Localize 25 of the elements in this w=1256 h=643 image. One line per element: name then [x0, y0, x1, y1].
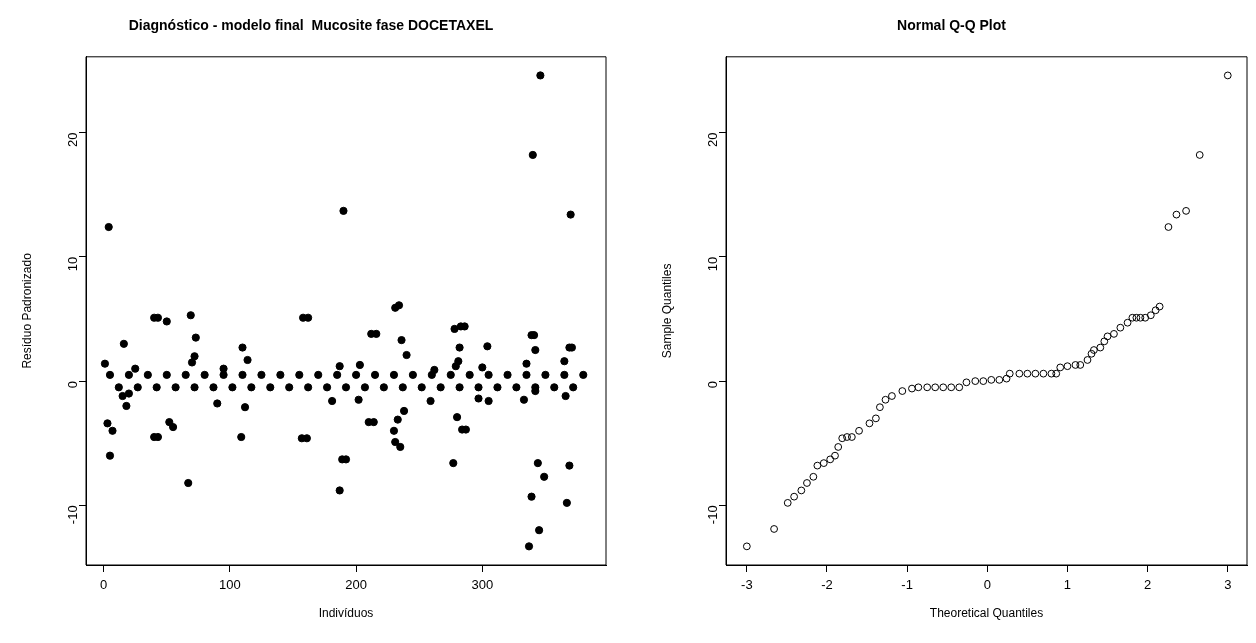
x-tick-label: -3 [741, 577, 753, 593]
y-axis-title: Sample Quantiles [659, 263, 674, 359]
x-axis-title: Indivíduos [318, 606, 374, 621]
y-tick-label: 20 [704, 132, 720, 148]
x-axis-title: Theoretical Quantiles [929, 606, 1044, 621]
x-tick-label: 2 [1143, 577, 1152, 593]
x-tick-label: -2 [821, 577, 833, 593]
x-tick-label: 1 [1063, 577, 1072, 593]
x-tick-label: 200 [345, 577, 367, 593]
y-tick-label: -10 [704, 505, 720, 525]
chart-title: Normal Q-Q Plot [897, 17, 1007, 34]
y-tick-label: 10 [64, 256, 80, 272]
x-tick-label: 100 [219, 577, 241, 593]
x-tick-label: -1 [901, 577, 913, 593]
x-tick-label: 0 [983, 577, 991, 593]
y-tick-label: 0 [64, 381, 80, 389]
x-tick-label: 0 [100, 577, 108, 593]
x-tick-label: 300 [471, 577, 494, 593]
y-tick-label: -10 [64, 505, 80, 525]
y-axis-title: Resíduo Padronizado [19, 252, 34, 369]
chart-title: Diagnóstico - modelo final Mucosite fase DOCETAXEL [128, 17, 494, 34]
y-tick-label: 0 [704, 381, 720, 389]
x-tick-label: 3 [1224, 577, 1232, 593]
y-tick-label: 10 [704, 256, 720, 272]
y-tick-label: 20 [64, 132, 80, 148]
